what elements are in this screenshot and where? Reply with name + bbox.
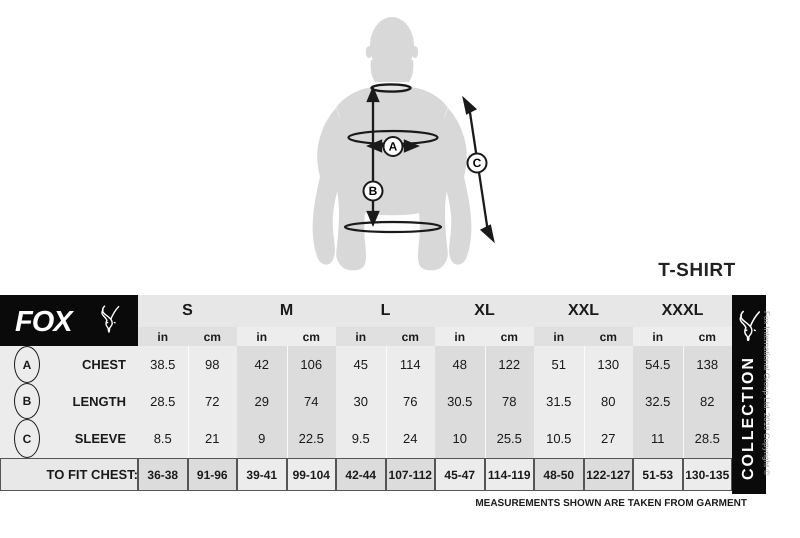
svg-text:A: A — [389, 140, 398, 154]
svg-text:B: B — [369, 184, 378, 198]
svg-text:FOX: FOX — [15, 306, 74, 338]
svg-text:T-SHIRT: T-SHIRT — [658, 260, 735, 281]
svg-text:C: C — [473, 156, 482, 170]
